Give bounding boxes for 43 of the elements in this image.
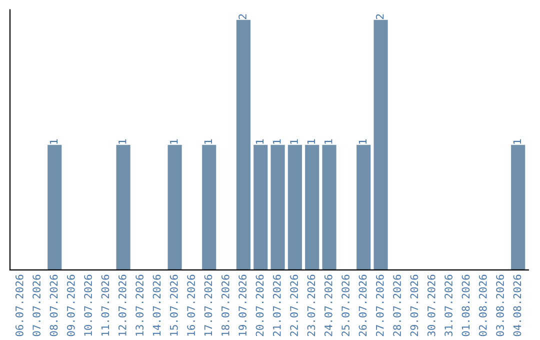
x-tick-label: 18.07.2026 [221,274,230,336]
data-label: 1 [204,139,212,144]
x-tick-label: 19.07.2026 [238,274,246,336]
x-tick-label: 26.07.2026 [358,274,367,336]
x-tick-label: 02.08.2026 [478,274,487,336]
data-label: 1 [50,139,58,144]
data-label: 1 [256,139,264,144]
data-label: 1 [358,139,366,144]
data-label: 1 [513,139,521,144]
data-label: 1 [118,139,126,144]
x-tick-label: 15.07.2026 [170,274,178,336]
x-tick-label: 13.07.2026 [136,274,144,336]
x-tick-label: 24.07.2026 [324,274,332,336]
x-tick-label: 12.07.2026 [118,274,126,336]
data-label: 1 [290,139,298,144]
data-label: 1 [307,139,315,144]
x-tick-label: 25.07.2026 [342,274,350,336]
data-label: 1 [324,139,332,144]
x-tick-label: 21.07.2026 [272,274,281,336]
data-label: 2 [238,14,246,20]
x-tick-label: 28.07.2026 [393,274,401,336]
x-tick-label: 20.07.2026 [256,274,264,336]
x-tick-label: 27.07.2026 [376,274,384,336]
x-tick-label: 23.07.2026 [307,274,316,336]
x-tick-label: 01.08.2026 [462,274,470,336]
x-tick-label: 11.07.2026 [101,274,110,336]
x-tick-label: 09.07.2026 [66,274,75,336]
x-tick-label: 04.08.2026 [513,274,522,336]
x-tick-label: 08.07.2026 [50,274,58,336]
x-tick-label: 30.07.2026 [427,274,436,336]
data-label: 1 [273,139,281,144]
data-label: 2 [376,14,384,20]
x-tick-label: 31.07.2026 [444,274,452,336]
x-tick-label: 03.08.2026 [496,274,504,336]
x-tick-label: 07.07.2026 [32,274,41,336]
x-tick-label: 29.07.2026 [410,274,418,336]
x-tick-label: 10.07.2026 [84,274,92,336]
x-tick-label: 16.07.2026 [187,274,195,336]
x-tick-label: 14.07.2026 [152,274,161,336]
data-label: 1 [170,139,178,144]
x-tick-label: 06.07.2026 [15,274,24,336]
x-tick-label: 22.07.2026 [290,274,298,336]
x-tick-label: 17.07.2026 [204,274,212,336]
